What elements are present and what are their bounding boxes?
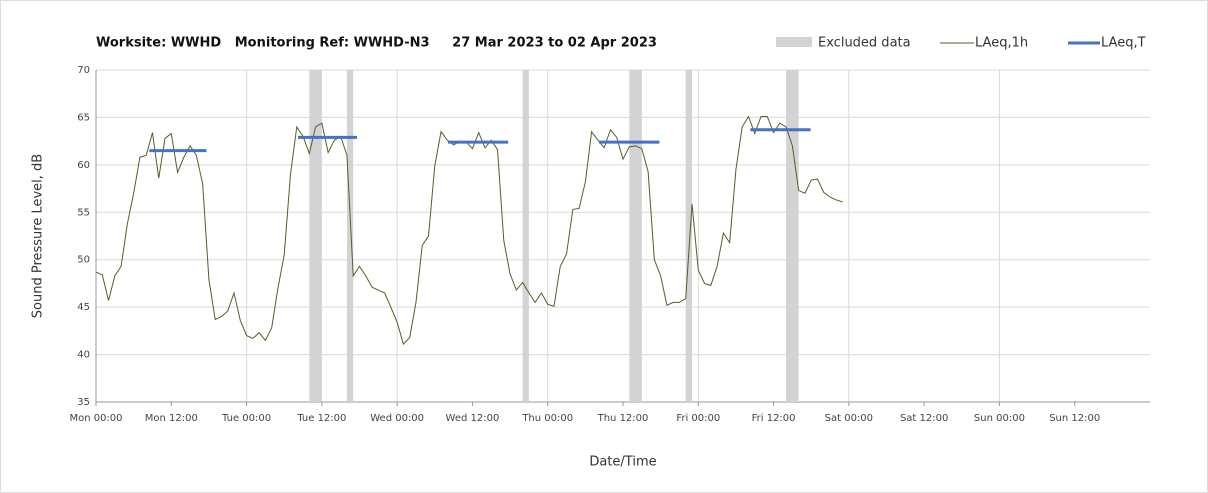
y-tick-label: 70 xyxy=(77,65,90,76)
legend-label: Excluded data xyxy=(818,36,911,51)
excluded-band xyxy=(685,70,693,402)
x-tick-label: Wed 00:00 xyxy=(370,413,424,424)
chart-title: Worksite: WWHD Monitoring Ref: WWHD-N3 2… xyxy=(96,36,657,51)
excluded-band xyxy=(346,70,354,402)
y-tick-label: 50 xyxy=(77,255,90,266)
x-tick-label: Thu 12:00 xyxy=(597,413,649,424)
excluded-band xyxy=(629,70,642,402)
y-tick-label: 35 xyxy=(77,397,90,408)
x-tick-label: Mon 00:00 xyxy=(69,413,122,424)
x-tick-label: Tue 00:00 xyxy=(221,413,271,424)
legend-swatch xyxy=(776,37,812,47)
y-tick-label: 55 xyxy=(77,207,90,218)
data-line xyxy=(95,115,843,346)
y-tick-label: 60 xyxy=(77,160,90,171)
x-tick-label: Fri 12:00 xyxy=(752,413,796,424)
x-tick-label: Sat 12:00 xyxy=(900,413,948,424)
y-axis-label: Sound Pressure Level, dB xyxy=(31,154,46,318)
excluded-band xyxy=(522,70,529,402)
x-tick-label: Sat 00:00 xyxy=(825,413,873,424)
x-axis-label: Date/Time xyxy=(589,455,656,470)
x-tick-label: Mon 12:00 xyxy=(145,413,198,424)
x-tick-label: Tue 12:00 xyxy=(296,413,346,424)
y-tick-label: 40 xyxy=(77,350,90,361)
legend-label: LAeq,T xyxy=(1101,36,1146,51)
x-tick-label: Sun 00:00 xyxy=(974,413,1025,424)
y-tick-label: 45 xyxy=(77,302,90,313)
x-tick-label: Thu 00:00 xyxy=(521,413,573,424)
excluded-band xyxy=(786,70,799,402)
excluded-band xyxy=(309,70,322,402)
x-tick-label: Sun 12:00 xyxy=(1049,413,1100,424)
x-tick-label: Fri 00:00 xyxy=(676,413,720,424)
legend-label: LAeq,1h xyxy=(975,36,1028,51)
y-tick-label: 65 xyxy=(77,112,90,123)
x-tick-label: Wed 12:00 xyxy=(446,413,500,424)
